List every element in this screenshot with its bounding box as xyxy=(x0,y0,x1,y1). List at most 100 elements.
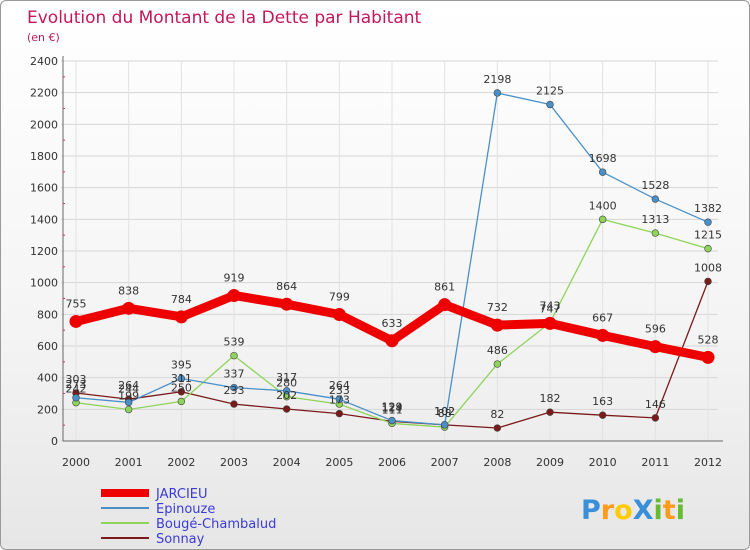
data-label: 280 xyxy=(276,377,297,390)
data-point xyxy=(282,387,291,395)
data-label: 633 xyxy=(382,317,403,330)
logo-letter: i xyxy=(676,495,685,526)
y-tick-label: 0 xyxy=(51,435,58,448)
y-tick-label: 1400 xyxy=(30,213,58,226)
data-label: 486 xyxy=(487,344,508,357)
x-tick-label: 2010 xyxy=(589,456,617,469)
data-label: 1313 xyxy=(641,213,669,226)
data-label: 317 xyxy=(276,371,297,384)
data-point xyxy=(332,307,346,321)
y-tick-label: 200 xyxy=(37,403,58,416)
x-tick-label: 2001 xyxy=(115,456,143,469)
data-label: 919 xyxy=(224,271,245,284)
x-tick-label: 2008 xyxy=(483,456,511,469)
data-point xyxy=(546,100,554,109)
data-point xyxy=(69,314,83,328)
data-label: 395 xyxy=(171,358,192,371)
data-point xyxy=(493,89,502,97)
data-label: 182 xyxy=(540,392,561,405)
data-label: 838 xyxy=(118,284,139,297)
data-label: 596 xyxy=(645,323,666,336)
data-point xyxy=(596,328,610,342)
data-point xyxy=(230,351,238,360)
x-tick-label: 2000 xyxy=(62,456,90,469)
data-label: 233 xyxy=(329,384,350,397)
data-label: 264 xyxy=(118,379,139,392)
legend-label: Sonnay xyxy=(156,532,205,547)
data-label: 102 xyxy=(434,405,455,418)
data-point xyxy=(122,301,136,315)
data-point xyxy=(282,405,291,413)
data-point xyxy=(438,298,452,312)
data-label: 861 xyxy=(434,281,455,294)
legend-label: Bougé-Chambalud xyxy=(156,517,276,532)
data-point xyxy=(598,411,607,419)
data-label: 337 xyxy=(224,368,245,381)
data-point xyxy=(493,424,502,432)
data-label: 250 xyxy=(171,381,192,394)
data-label: 124 xyxy=(382,401,403,414)
y-tick-label: 1000 xyxy=(30,277,58,290)
logo-letter: P xyxy=(581,495,601,526)
data-point xyxy=(493,360,502,368)
data-label: 732 xyxy=(487,301,508,314)
data-point xyxy=(598,215,607,224)
data-label: 173 xyxy=(329,394,350,407)
data-label: 743 xyxy=(540,299,561,312)
data-point xyxy=(490,318,504,332)
data-label: 667 xyxy=(592,311,613,324)
data-point xyxy=(546,408,554,416)
y-tick-label: 600 xyxy=(37,340,58,353)
y-tick-label: 1200 xyxy=(30,245,58,258)
data-point xyxy=(385,334,399,348)
x-tick-label: 2009 xyxy=(536,456,564,469)
data-point xyxy=(543,316,557,330)
data-label: 799 xyxy=(329,290,350,303)
logo-letter: X xyxy=(633,495,654,526)
data-point xyxy=(177,397,186,406)
x-tick-label: 2003 xyxy=(220,456,248,469)
data-label: 244 xyxy=(118,382,139,395)
data-label: 111 xyxy=(382,403,403,416)
data-point xyxy=(651,414,660,422)
logo-letter: r xyxy=(601,495,615,526)
data-label: 528 xyxy=(698,333,719,346)
x-tick-label: 2005 xyxy=(325,456,353,469)
data-point xyxy=(174,310,188,324)
data-label: 88 xyxy=(438,407,452,420)
data-point xyxy=(701,350,715,364)
data-point xyxy=(704,218,712,226)
data-label: 102 xyxy=(434,405,455,418)
logo-letter: t xyxy=(663,495,676,526)
data-point xyxy=(704,244,712,253)
data-label: 864 xyxy=(276,280,297,293)
x-tick-label: 2006 xyxy=(378,456,406,469)
data-label: 784 xyxy=(171,293,192,306)
data-point xyxy=(388,416,396,425)
y-tick-label: 2000 xyxy=(30,118,58,131)
y-tick-label: 400 xyxy=(37,372,58,385)
data-label: 303 xyxy=(66,373,87,386)
data-point xyxy=(651,229,660,237)
data-label: 1698 xyxy=(589,152,617,165)
legend-label: Epinouze xyxy=(156,502,215,517)
x-tick-label: 2011 xyxy=(641,456,669,469)
data-point xyxy=(177,374,186,383)
y-tick-label: 2400 xyxy=(30,55,58,68)
data-point xyxy=(124,398,133,407)
data-label: 163 xyxy=(592,395,613,408)
data-point xyxy=(280,297,294,311)
chart-title: Evolution du Montant de la Dette par Hab… xyxy=(27,8,422,28)
y-tick-label: 1600 xyxy=(30,182,58,195)
data-point xyxy=(335,409,344,418)
data-label: 755 xyxy=(66,297,87,310)
data-label: 1008 xyxy=(694,261,722,274)
data-point xyxy=(227,288,241,302)
data-label: 233 xyxy=(224,384,245,397)
data-label: 1400 xyxy=(589,199,617,212)
data-label: 242 xyxy=(66,383,87,396)
data-label: 1215 xyxy=(694,229,722,242)
data-label: 1382 xyxy=(694,202,722,215)
